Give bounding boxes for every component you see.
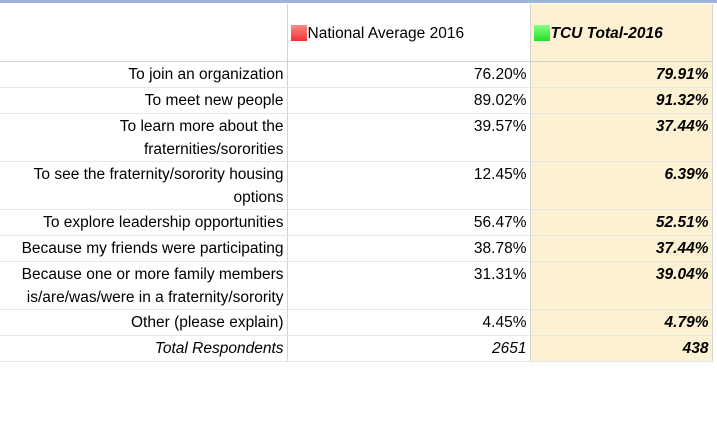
table-row: To explore leadership opportunities 56.47…	[0, 209, 713, 236]
row-label: Because one or more family members is/ar…	[0, 261, 288, 310]
value-cell: 38.78%	[287, 235, 531, 262]
column-header: National Average 2016	[307, 24, 465, 42]
column-header: TCU Total-2016	[550, 24, 663, 42]
value-cell: 37.44%	[530, 235, 713, 262]
row-label: To meet new people	[0, 87, 288, 114]
value-cell: 89.02%	[287, 87, 531, 114]
value-cell: 31.31%	[287, 261, 531, 310]
value-cell: 52.51%	[530, 209, 713, 236]
row-label: To explore leadership opportunities	[0, 209, 288, 236]
value-cell: 39.04%	[530, 261, 713, 310]
corner-cell	[0, 4, 288, 62]
row-label: Other (please explain)	[0, 309, 288, 336]
value-cell: 39.57%	[287, 113, 531, 162]
legend-swatch	[290, 24, 307, 41]
table-row: To see the fraternity/sorority housing o…	[0, 161, 713, 210]
survey-table: National Average 2016 TCU Total-2016 To …	[0, 4, 713, 362]
value-cell: 2651	[287, 335, 531, 362]
table-row: Total Respondents 2651 438	[0, 335, 713, 362]
row-label: Total Respondents	[0, 335, 288, 362]
row-label: To see the fraternity/sorority housing o…	[0, 161, 288, 210]
value-cell: 91.32%	[530, 87, 713, 114]
value-cell: 4.79%	[530, 309, 713, 336]
table-row: To meet new people 89.02% 91.32%	[0, 87, 713, 114]
header-row: National Average 2016 TCU Total-2016	[0, 4, 713, 62]
table-row: To join an organization 76.20% 79.91%	[0, 61, 713, 88]
table-row: Other (please explain) 4.45% 4.79%	[0, 309, 713, 336]
header-cell: TCU Total-2016	[530, 4, 713, 62]
top-rule	[0, 0, 717, 3]
value-cell: 12.45%	[287, 161, 531, 210]
table-body: National Average 2016 TCU Total-2016 To …	[0, 4, 713, 362]
value-cell: 4.45%	[287, 309, 531, 336]
legend-swatch	[533, 24, 550, 41]
table-row: To learn more about the fraternities/sor…	[0, 113, 713, 162]
value-cell: 76.20%	[287, 61, 531, 88]
table-row: Because my friends were participating 38.…	[0, 235, 713, 262]
value-cell: 438	[530, 335, 713, 362]
table-row: Because one or more family members is/ar…	[0, 261, 713, 310]
header-cell: National Average 2016	[287, 4, 531, 62]
value-cell: 79.91%	[530, 61, 713, 88]
row-label: Because my friends were participating	[0, 235, 288, 262]
row-label: To join an organization	[0, 61, 288, 88]
value-cell: 56.47%	[287, 209, 531, 236]
value-cell: 6.39%	[530, 161, 713, 210]
row-label: To learn more about the fraternities/sor…	[0, 113, 288, 162]
value-cell: 37.44%	[530, 113, 713, 162]
